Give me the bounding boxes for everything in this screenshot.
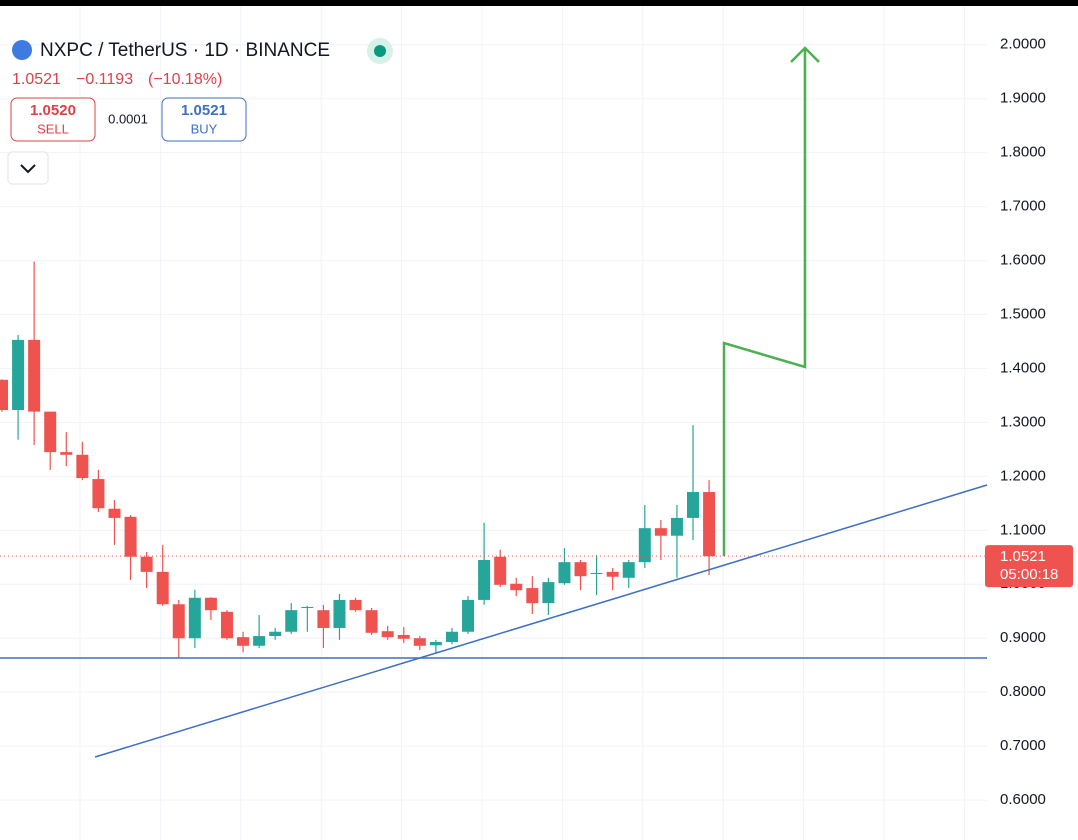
price-change-pct: (−10.18%) (148, 71, 222, 88)
price-tag-countdown: 05:00:18 (1000, 566, 1058, 583)
candle-body (124, 516, 137, 557)
grid (0, 6, 987, 840)
y-tick-label: 0.9000 (1000, 629, 1046, 646)
arrow-head (790, 46, 820, 63)
symbol-title: NXPC / TetherUS · 1D · BINANCE (40, 40, 330, 61)
candle-body (28, 339, 41, 412)
price-tag-box (985, 545, 1073, 588)
candle-body (269, 631, 282, 637)
candle-body (397, 634, 410, 639)
y-tick-label: 1.7000 (1000, 198, 1046, 215)
candle-body (12, 339, 25, 411)
buy-label: BUY (191, 121, 218, 136)
header: NXPC / TetherUS · 1D · BINANCE 1.0521 −0… (7, 38, 393, 185)
y-tick-label: 1.5000 (1000, 305, 1046, 322)
candle-body (349, 599, 362, 611)
candle-body (510, 583, 523, 591)
candle-body (413, 638, 426, 646)
candle-body (590, 572, 603, 575)
candle-body (606, 571, 619, 577)
candle-body (285, 610, 298, 632)
candle-body (237, 637, 250, 646)
candles (0, 261, 987, 659)
y-tick-label: 1.3000 (1000, 413, 1046, 430)
collapse-button[interactable] (7, 151, 49, 185)
symbol-logo (12, 40, 32, 60)
candle-body (703, 492, 716, 557)
chevron (20, 164, 36, 174)
price-axis: 0.60000.70000.80000.90001.00001.10001.20… (1000, 36, 1046, 808)
candle-body (429, 642, 442, 646)
status-dot (374, 45, 386, 57)
candle-body (317, 610, 330, 628)
candle-body (76, 454, 89, 478)
spread: 0.0001 (108, 111, 148, 126)
candle-body (494, 556, 507, 585)
candle-body (542, 582, 555, 604)
sell-label: SELL (37, 121, 69, 136)
candle-body (253, 636, 266, 646)
candle-body (301, 606, 314, 609)
sell-button[interactable] (10, 97, 96, 142)
y-tick-label: 1.2000 (1000, 467, 1046, 484)
trend-line (94, 484, 988, 758)
candle-body (156, 571, 169, 605)
y-tick-label: 1.9000 (1000, 90, 1046, 107)
candle-body (92, 479, 105, 509)
candle-body (204, 597, 217, 611)
candle-body (638, 528, 651, 563)
buy-price: 1.0521 (181, 102, 227, 119)
projection-arrow (722, 50, 807, 556)
candle-body (670, 517, 683, 536)
candle-body (574, 562, 587, 577)
candle-body (558, 562, 571, 584)
y-tick-label: 1.8000 (1000, 144, 1046, 161)
y-tick-label: 1.1000 (1000, 521, 1046, 538)
candle-body (381, 631, 394, 638)
candle-body (687, 492, 700, 518)
y-tick-label: 0.7000 (1000, 737, 1046, 754)
candle-body (220, 611, 233, 639)
last-price: 1.0521 (12, 71, 61, 88)
candle-body (333, 599, 346, 628)
candle-body (445, 631, 458, 643)
y-tick-label: 2.0000 (1000, 36, 1046, 53)
candle-body (172, 604, 185, 639)
candle-body (478, 560, 491, 600)
candle-body (654, 528, 667, 536)
y-tick-label: 0.6000 (1000, 791, 1046, 808)
candle-body (140, 556, 153, 572)
top-bar (0, 0, 1078, 6)
y-tick-label: 0.8000 (1000, 683, 1046, 700)
candle-body (188, 597, 201, 639)
sell-price: 1.0520 (30, 102, 76, 119)
y-tick-label: 1.6000 (1000, 252, 1046, 269)
price-tag-value: 1.0521 (1000, 548, 1046, 565)
candle-body (365, 610, 378, 633)
candle-body (526, 588, 539, 604)
candle-body (108, 508, 121, 518)
candle-body (0, 379, 8, 411)
price-change: −0.1193 (76, 71, 133, 88)
candle-body (44, 411, 57, 453)
buy-button[interactable] (161, 97, 247, 142)
y-tick-label: 1.4000 (1000, 359, 1046, 376)
candle-body (622, 562, 635, 578)
candle-body (60, 452, 73, 455)
candle-body (462, 599, 475, 632)
